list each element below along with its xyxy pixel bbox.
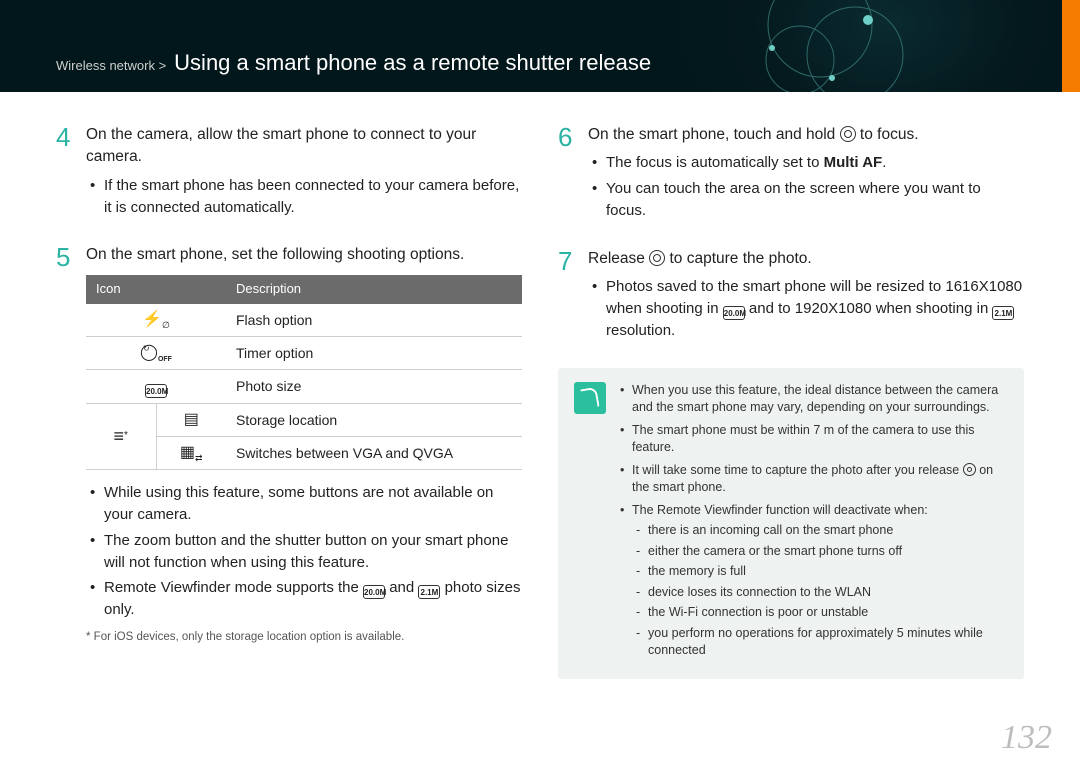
right-column: 6 On the smart phone, touch and hold to … xyxy=(558,124,1024,679)
text: and xyxy=(385,579,418,596)
options-table: Icon Description ⚡∅ Flash option ◯↻OFF T… xyxy=(86,275,522,470)
table-row: ≡* ▤ Storage location xyxy=(86,403,522,436)
text: Release xyxy=(588,250,649,267)
step-number: 7 xyxy=(558,248,576,350)
step-number: 5 xyxy=(56,244,74,645)
cell: Timer option xyxy=(226,337,522,370)
table-row: ⚡∅ Flash option xyxy=(86,304,522,337)
cell: Photo size xyxy=(226,370,522,403)
table-row: ◯↻OFF Timer option xyxy=(86,337,522,370)
left-column: 4 On the camera, allow the smart phone t… xyxy=(56,124,522,679)
bullet: While using this feature, some buttons a… xyxy=(90,482,522,526)
shutter-icon xyxy=(649,250,665,266)
table-row: 20.0M Photo size xyxy=(86,370,522,403)
text: resolution. xyxy=(606,322,675,339)
text-bold: Multi AF xyxy=(824,154,883,171)
bullet: You can touch the area on the screen whe… xyxy=(592,178,1024,222)
text: and to 1920X1080 when shooting in xyxy=(745,300,993,317)
text: to focus. xyxy=(856,126,919,143)
flash-icon: ⚡∅ xyxy=(142,308,170,332)
step-text: On the smart phone, set the following sh… xyxy=(86,244,522,266)
note-icon xyxy=(574,382,606,414)
table-header-desc: Description xyxy=(226,275,522,304)
header-accent-bar xyxy=(1062,0,1080,92)
step-7: 7 Release to capture the photo. Photos s… xyxy=(558,248,1024,350)
bullet: Remote Viewfinder mode supports the 20.0… xyxy=(90,577,522,621)
step-text: Release to capture the photo. xyxy=(588,248,1024,270)
storage-icon: ▤ xyxy=(184,408,199,431)
step-text: On the camera, allow the smart phone to … xyxy=(86,124,522,169)
bullet: The focus is automatically set to Multi … xyxy=(592,152,1024,174)
breadcrumb: Wireless network > xyxy=(56,58,166,73)
note-sub-item: either the camera or the smart phone tur… xyxy=(636,543,1008,561)
page-header: Wireless network > Using a smart phone a… xyxy=(0,0,1080,92)
size-icon-4: 2.1M xyxy=(992,306,1014,320)
note-item: It will take some time to capture the ph… xyxy=(620,462,1008,497)
text: The focus is automatically set to xyxy=(606,154,824,171)
note-sub-item: device loses its connection to the WLAN xyxy=(636,584,1008,602)
cell: Switches between VGA and QVGA xyxy=(226,436,522,469)
step-text: On the smart phone, touch and hold to fo… xyxy=(588,124,1024,146)
step-5: 5 On the smart phone, set the following … xyxy=(56,244,522,645)
note-item: The Remote Viewfinder function will deac… xyxy=(620,502,1008,660)
size-icon-3: 20.0M xyxy=(723,306,745,320)
text: Remote Viewfinder mode supports the xyxy=(104,579,363,596)
footnote: * For iOS devices, only the storage loca… xyxy=(86,629,522,646)
cell: Flash option xyxy=(226,304,522,337)
step-4: 4 On the camera, allow the smart phone t… xyxy=(56,124,522,226)
photo-size-icon: 20.0M xyxy=(145,384,167,398)
bullet: The zoom button and the shutter button o… xyxy=(90,530,522,574)
table-header-icon: Icon xyxy=(86,275,226,304)
page-number: 132 xyxy=(1001,719,1052,757)
size-icon-2: 2.1M xyxy=(418,585,440,599)
note-item: When you use this feature, the ideal dis… xyxy=(620,382,1008,417)
note-sub-item: there is an incoming call on the smart p… xyxy=(636,522,1008,540)
note-sub-item: the memory is full xyxy=(636,563,1008,581)
text: to capture the photo. xyxy=(665,250,812,267)
text: On the smart phone, touch and hold xyxy=(588,126,840,143)
page-title: Using a smart phone as a remote shutter … xyxy=(174,50,651,76)
step-number: 6 xyxy=(558,124,576,230)
size-icon-1: 20.0M xyxy=(363,585,385,599)
bullet: If the smart phone has been connected to… xyxy=(90,175,522,219)
note-box: When you use this feature, the ideal dis… xyxy=(558,368,1024,679)
step-number: 4 xyxy=(56,124,74,226)
menu-icon: ≡* xyxy=(114,426,128,446)
header-decoration xyxy=(700,0,960,92)
text: It will take some time to capture the ph… xyxy=(632,463,963,477)
timer-icon: ◯↻OFF xyxy=(140,341,172,365)
resolution-switch-icon: ▦⇄ xyxy=(180,441,203,465)
text: . xyxy=(882,154,886,171)
note-sub-item: the Wi-Fi connection is poor or unstable xyxy=(636,604,1008,622)
page-body: 4 On the camera, allow the smart phone t… xyxy=(0,92,1080,679)
note-item: The smart phone must be within 7 m of th… xyxy=(620,422,1008,457)
text: The Remote Viewfinder function will deac… xyxy=(632,503,928,517)
cell: Storage location xyxy=(226,403,522,436)
shutter-icon xyxy=(840,126,856,142)
shutter-icon-small xyxy=(963,463,976,476)
step-6: 6 On the smart phone, touch and hold to … xyxy=(558,124,1024,230)
note-sub-item: you perform no operations for approximat… xyxy=(636,625,1008,660)
bullet: Photos saved to the smart phone will be … xyxy=(592,276,1024,342)
